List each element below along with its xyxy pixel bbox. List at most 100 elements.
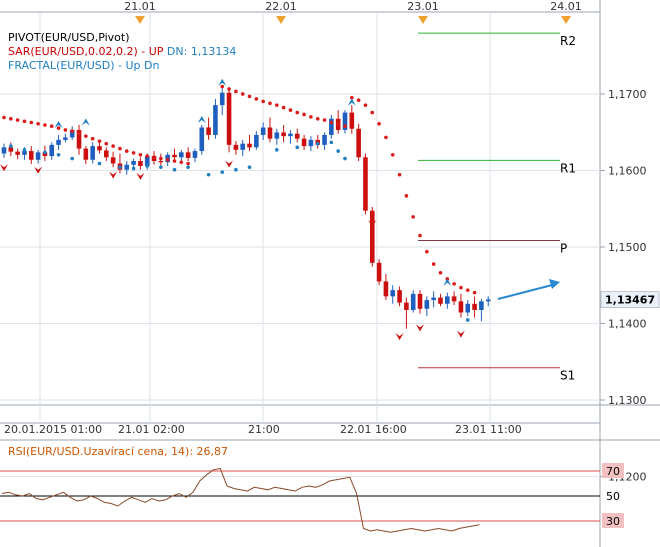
fractal-down-arrow-icon xyxy=(395,333,404,341)
sar-dot xyxy=(465,288,470,292)
candle-body xyxy=(69,129,75,138)
candle-body xyxy=(42,152,48,157)
sar-dn-dot xyxy=(220,170,225,174)
sar-dn-dot xyxy=(131,166,136,171)
rsi-level-box xyxy=(602,513,624,528)
sar-dot xyxy=(186,161,190,166)
candle-body xyxy=(185,152,191,158)
sar-dn-dot xyxy=(118,165,122,170)
top-date-label: 23.01 xyxy=(407,0,439,13)
fractal-up-arrow-icon xyxy=(443,278,452,286)
candle-body xyxy=(458,301,464,313)
sar-dot xyxy=(390,152,395,157)
candle-body xyxy=(342,112,348,130)
candle-body xyxy=(158,161,164,163)
sar-legend-dn: DN: 1,13134 xyxy=(167,45,236,58)
sar-dot xyxy=(220,84,225,89)
candle-body xyxy=(451,296,457,302)
sar-dot xyxy=(234,89,238,94)
rsi-tick-label: 50 xyxy=(606,490,620,503)
candle-body xyxy=(322,134,327,145)
sar-dot xyxy=(172,159,177,163)
sar-dot xyxy=(336,121,340,126)
y-tick-label: 1,1300 xyxy=(608,394,647,407)
sar-dot xyxy=(247,94,252,99)
sar-dot xyxy=(329,120,334,125)
candle-body xyxy=(49,144,55,157)
sar-dot xyxy=(295,110,300,115)
candle-body xyxy=(260,127,266,135)
sar-dn-dot xyxy=(43,150,47,155)
candle-body xyxy=(465,303,471,313)
sar-dot xyxy=(56,126,61,130)
y-tick-label: 1,1700 xyxy=(608,88,647,101)
sar-dot xyxy=(418,233,422,238)
candle-body xyxy=(56,139,61,145)
candle-body xyxy=(301,138,307,147)
sar-dot xyxy=(152,155,156,160)
sar-dot xyxy=(363,103,368,107)
candle-body xyxy=(438,297,443,304)
sar-dn-dot xyxy=(22,148,27,152)
sar-dot xyxy=(322,118,327,122)
rsi-level-box xyxy=(602,463,624,478)
fractal-up-arrow-icon xyxy=(54,120,63,128)
rsi-tick-label: 70 xyxy=(606,465,620,478)
fractal-down-arrow-icon xyxy=(456,330,465,338)
sar-dot xyxy=(404,193,409,198)
sar-dot xyxy=(356,98,361,102)
rsi-line xyxy=(1,467,480,533)
candle-body xyxy=(404,302,409,311)
rsi-panel: 70 50 30 xyxy=(0,439,660,533)
candle-body xyxy=(131,161,136,165)
candle-body xyxy=(410,293,416,311)
candle-body xyxy=(97,146,102,151)
sar-dot xyxy=(84,134,88,138)
candle-body xyxy=(485,299,491,302)
top-date-label: 24.01 xyxy=(550,0,582,13)
candle-body xyxy=(308,139,314,147)
x-tick-label: 22.01 16:00 xyxy=(340,423,407,436)
sar-legend: SAR(EUR/USD,0.02,0.2) - UP DN: 1,13134 xyxy=(8,45,236,58)
sar-dot xyxy=(397,172,402,177)
x-tick-label: 23.01 11:00 xyxy=(455,423,522,436)
sar-dn-dot xyxy=(97,161,102,166)
trend-arrow-line xyxy=(497,283,557,300)
fractal-up-arrow-icon xyxy=(81,118,90,126)
sar-dot xyxy=(138,152,143,157)
day-marker-icon xyxy=(561,16,571,24)
x-tick-label: 21:00 xyxy=(248,423,280,436)
sar-dot xyxy=(104,141,109,146)
fractal-down-arrow-icon xyxy=(0,164,8,172)
candle-body xyxy=(472,303,477,311)
candle-body xyxy=(199,127,205,152)
candle-body xyxy=(329,118,334,135)
current-price-label: 1,13467 xyxy=(605,294,655,307)
sar-dn-dot xyxy=(159,165,163,170)
sar-dn-dot xyxy=(465,318,470,322)
candle-body xyxy=(254,134,259,148)
sar-dn-dot xyxy=(247,165,252,170)
candle-body xyxy=(1,147,7,154)
candle-body xyxy=(233,144,239,150)
sar-dot xyxy=(350,95,354,100)
candle-body xyxy=(356,128,361,158)
candle-body xyxy=(288,133,293,137)
sar-dot xyxy=(97,139,102,143)
sar-dot xyxy=(240,92,245,96)
candle-body xyxy=(138,161,143,166)
sar-dot xyxy=(49,124,54,129)
sar-dn-dot xyxy=(329,140,334,145)
sar-dot xyxy=(159,156,163,161)
candle-body xyxy=(28,151,34,160)
current-price-box xyxy=(600,291,660,308)
sar-dn-dot xyxy=(295,145,300,150)
sar-dot xyxy=(281,105,286,110)
fractal-up-arrow-icon xyxy=(218,78,227,86)
x-tick-label: 20.01.2015 01:00 xyxy=(4,423,102,436)
sar-dot xyxy=(90,136,95,141)
candle-body xyxy=(445,296,450,304)
pivot-level-label: R2 xyxy=(560,34,576,48)
sar-dot xyxy=(309,115,313,119)
